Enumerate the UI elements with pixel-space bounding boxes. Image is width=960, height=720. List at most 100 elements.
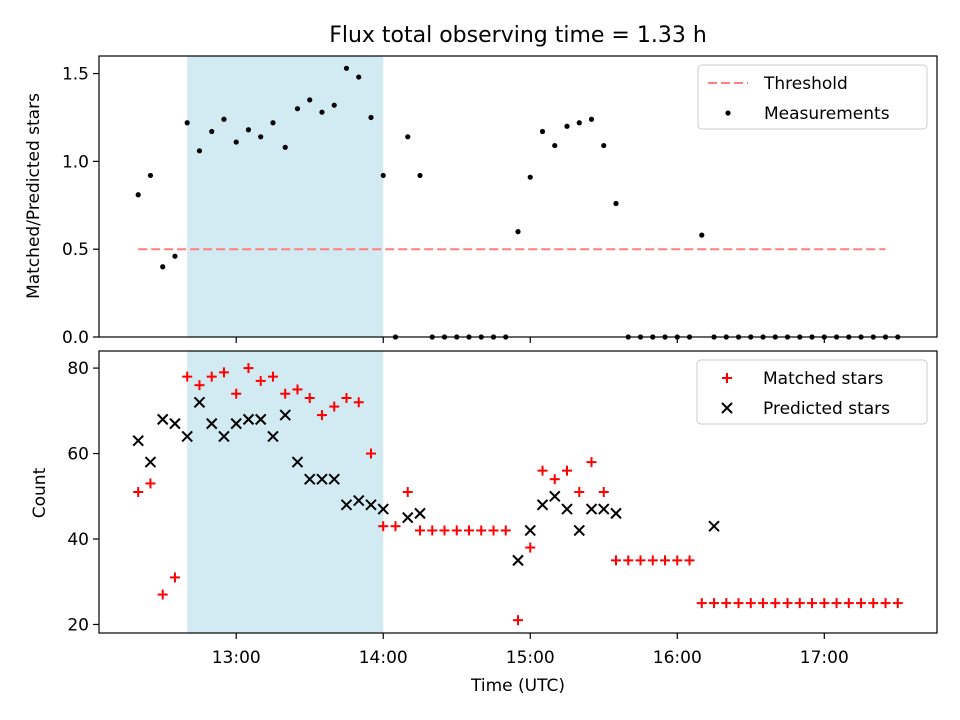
- measurement-point: [601, 142, 607, 149]
- matched-star-point: [353, 397, 364, 408]
- matched-star-point: [206, 371, 217, 382]
- predicted-star-point: [304, 473, 316, 485]
- predicted-star-point: [340, 499, 353, 511]
- matched-star-point: [745, 598, 756, 609]
- predicted-star-point: [598, 503, 610, 515]
- predicted-star-mark-b: [316, 473, 328, 485]
- matched-star-point: [709, 598, 720, 609]
- x-tick-label: 14:00: [359, 648, 408, 668]
- predicted-star-mark-b: [157, 413, 169, 426]
- predicted-star-point: [524, 524, 536, 537]
- measurement-point: [233, 139, 239, 145]
- matched-star-point: [770, 598, 781, 609]
- measurement-point: [588, 116, 595, 122]
- legend-predicted-swatch-b: [721, 402, 733, 414]
- predicted-star-mark-b: [328, 473, 340, 485]
- matched-star-point: [660, 555, 671, 566]
- matched-star-point: [843, 598, 854, 609]
- y-tick-label: 60: [67, 445, 89, 465]
- predicted-star-point: [206, 417, 218, 430]
- matched-star-point: [782, 598, 793, 609]
- matched-star-point: [794, 598, 805, 609]
- matched-star-point: [574, 487, 585, 497]
- measurement-point: [343, 65, 350, 71]
- top-y-axis-label: Matched/Predicted stars: [24, 93, 44, 299]
- matched-star-point: [255, 375, 266, 386]
- predicted-star-point: [291, 456, 304, 468]
- predicted-star-point: [242, 413, 255, 426]
- legend-box: [696, 359, 928, 425]
- predicted-star-point: [181, 430, 193, 443]
- matched-star-point: [169, 572, 180, 583]
- predicted-star-mark-b: [708, 520, 720, 532]
- predicted-star-point: [279, 409, 291, 421]
- legend-label: Matched stars: [763, 369, 883, 389]
- matched-star-point: [414, 525, 425, 536]
- ratio-plot: 0.0 0.5 1.0 1.5 Threshold Measurements: [62, 55, 938, 348]
- measurement-point: [417, 172, 423, 179]
- legend-label: Measurements: [764, 104, 890, 124]
- matched-star-point: [488, 525, 499, 536]
- legend-matched-swatch: [722, 373, 732, 383]
- matched-star-point: [892, 598, 903, 609]
- predicted-star-point: [377, 503, 389, 515]
- matched-star-point: [807, 598, 818, 609]
- matched-star-point: [145, 478, 156, 489]
- legend-box: [697, 64, 928, 130]
- y-tick-label: 40: [67, 530, 89, 550]
- predicted-star-point: [402, 511, 414, 524]
- x-tick-label: 16:00: [653, 648, 702, 668]
- matched-star-point: [182, 371, 193, 382]
- matched-star-point: [378, 521, 389, 532]
- matched-star-point: [292, 384, 303, 395]
- x-tick-label: 15:00: [506, 648, 555, 668]
- matched-star-point: [647, 555, 658, 566]
- measurement-point: [245, 127, 252, 133]
- measurement-point: [282, 144, 288, 150]
- legend: Threshold Measurements: [697, 64, 928, 130]
- x-axis-label: Time (UTC): [470, 676, 565, 696]
- measurement-point: [331, 102, 337, 108]
- predicted-star-point: [708, 520, 720, 532]
- matched-star-point: [439, 525, 450, 536]
- matched-star-point: [635, 555, 646, 566]
- bottom-y-axis-label: Count: [30, 467, 50, 518]
- matched-star-point: [390, 521, 401, 532]
- predicted-star-point: [132, 435, 144, 447]
- measurement-point: [539, 128, 546, 135]
- measurement-point: [564, 123, 570, 129]
- y-tick-label: 20: [67, 615, 89, 635]
- matched-star-point: [304, 393, 315, 403]
- predicted-star-mark-b: [206, 417, 218, 430]
- matched-star-point: [133, 487, 144, 497]
- predicted-star-mark-b: [365, 499, 377, 511]
- matched-star-point: [598, 487, 609, 497]
- y-tick-label: 1.5: [62, 65, 89, 85]
- matched-star-point: [463, 525, 474, 536]
- measurement-point: [405, 134, 411, 140]
- measurement-point: [221, 116, 227, 122]
- predicted-star-mark-b: [377, 503, 389, 515]
- y-tick-label: 0.0: [62, 328, 89, 348]
- measurement-point: [172, 253, 178, 259]
- matched-star-point: [856, 598, 867, 609]
- predicted-star-point: [536, 499, 549, 511]
- predicted-star-mark-b: [144, 456, 157, 468]
- legend: Matched stars Predicted stars: [696, 359, 928, 425]
- matched-star-point: [684, 555, 695, 566]
- matched-star-point: [365, 448, 376, 459]
- predicted-star-point: [255, 413, 267, 426]
- predicted-star-mark-b: [230, 417, 242, 430]
- matched-star-point: [218, 367, 229, 378]
- predicted-star-mark-b: [242, 413, 255, 426]
- measurement-point: [258, 134, 264, 140]
- predicted-star-point: [230, 417, 242, 430]
- predicted-star-mark-b: [340, 499, 353, 511]
- predicted-star-mark-b: [267, 430, 279, 443]
- predicted-star-mark-b: [279, 409, 291, 421]
- predicted-star-mark-b: [573, 524, 585, 537]
- matched-star-point: [316, 410, 327, 421]
- predicted-star-point: [157, 413, 169, 426]
- predicted-star-point: [573, 524, 585, 537]
